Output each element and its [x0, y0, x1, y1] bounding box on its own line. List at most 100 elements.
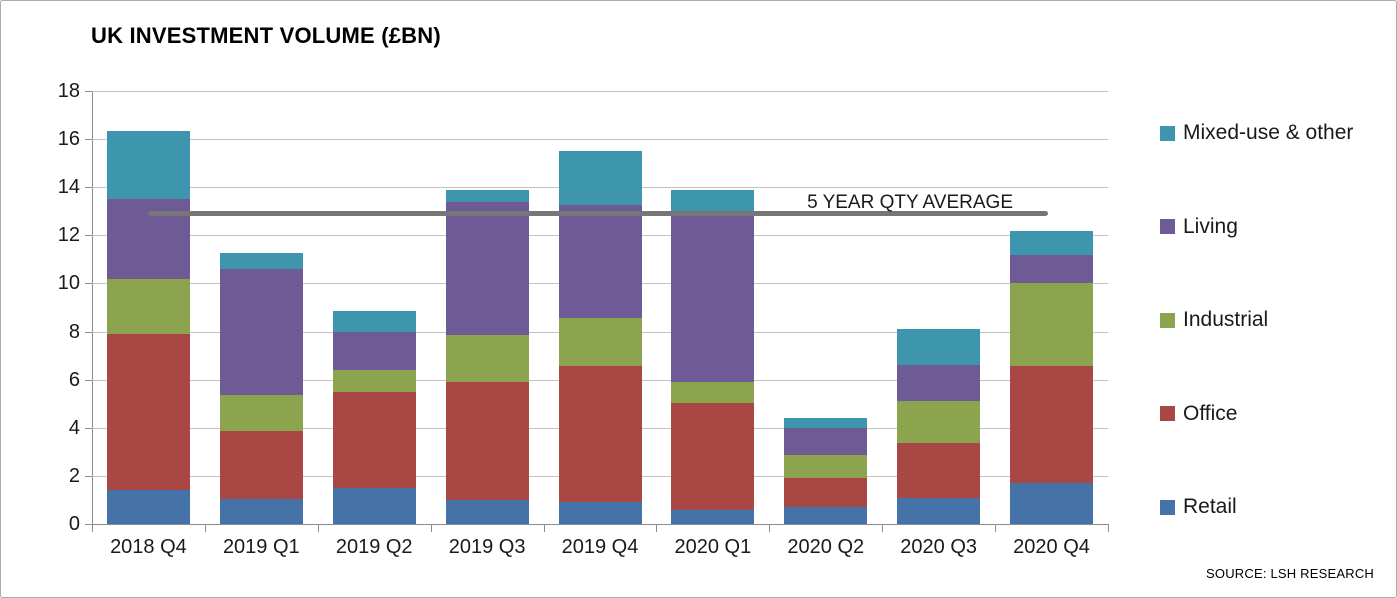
chart-title: UK INVESTMENT VOLUME (£BN)	[91, 23, 441, 48]
y-axis-label: 12	[57, 224, 80, 247]
y-axis-tick	[85, 331, 93, 333]
x-axis-label: 2020 Q2	[787, 536, 865, 558]
bar-segment	[219, 431, 303, 499]
x-axis-label: 2019 Q2	[335, 536, 413, 558]
bar-segment	[445, 499, 529, 524]
bar-segment	[671, 509, 755, 524]
bar-segment	[219, 269, 303, 396]
legend-swatch	[1160, 312, 1175, 328]
legend-swatch	[1160, 219, 1175, 234]
y-axis-label: 14	[57, 176, 80, 199]
bar-segment	[558, 151, 642, 206]
x-axis-label: 2019 Q4	[561, 536, 639, 558]
bar-segment	[558, 502, 642, 524]
y-axis-tick	[85, 139, 93, 141]
y-axis-label: 18	[57, 80, 80, 102]
legend-swatch	[1160, 499, 1175, 515]
x-axis-line	[85, 524, 1109, 525]
x-axis-label: 2020 Q4	[1013, 536, 1090, 558]
legend-label: Industrial	[1183, 308, 1269, 331]
legend-item: Industrial	[1160, 308, 1268, 332]
x-axis-tick	[543, 524, 545, 532]
x-axis-tick	[204, 524, 206, 532]
bar-segment	[1010, 230, 1094, 255]
bar-segment	[219, 395, 303, 432]
bar-segment	[897, 329, 981, 366]
bar-segment	[897, 365, 981, 402]
x-axis-tick	[317, 524, 319, 532]
bar-segment	[1010, 283, 1094, 367]
y-axis-tick	[85, 524, 93, 525]
y-axis-label: 16	[57, 128, 80, 151]
x-axis-tick	[995, 524, 997, 532]
x-axis-tick	[769, 524, 771, 532]
bar-segment	[671, 214, 755, 383]
bar-segment	[671, 189, 755, 215]
legend-item: Office	[1160, 402, 1237, 426]
y-axis-tick	[85, 187, 93, 189]
bar-segment	[445, 382, 529, 500]
bar-segment	[332, 487, 416, 524]
legend-label: Living	[1183, 214, 1238, 238]
bar-segment	[332, 311, 416, 332]
y-axis-tick	[85, 475, 93, 477]
source-note: SOURCE: LSH RESEARCH	[1206, 566, 1374, 581]
bar-segment	[897, 401, 981, 444]
x-axis-label: 2020 Q3	[900, 536, 978, 558]
legend-swatch	[1160, 406, 1175, 421]
x-axis-tick	[1108, 524, 1109, 532]
gridline	[92, 91, 1108, 92]
bar-segment	[558, 366, 642, 503]
legend-label: Office	[1183, 401, 1238, 425]
x-axis-label: 2018 Q4	[110, 536, 187, 558]
legend-item: Living	[1160, 215, 1238, 239]
x-axis-tick	[656, 524, 658, 532]
bar-segment	[784, 478, 868, 508]
bar-segment	[558, 318, 642, 367]
y-axis-label: 2	[68, 464, 80, 487]
bar-segment	[106, 278, 190, 334]
bar-segment	[784, 418, 868, 428]
y-axis-label: 0	[68, 513, 80, 535]
y-axis-line	[92, 91, 93, 532]
bar-segment	[784, 507, 868, 524]
average-line	[148, 211, 1048, 217]
y-axis-tick	[85, 427, 93, 429]
y-axis-label: 6	[68, 368, 80, 391]
bar-segment	[219, 498, 303, 524]
x-axis-label: 2020 Q1	[674, 536, 752, 558]
y-axis-tick	[85, 379, 93, 381]
bar-segment	[784, 455, 868, 479]
x-axis-tick	[882, 524, 884, 532]
bar-segment	[445, 189, 529, 202]
bar-segment	[671, 382, 755, 403]
average-line-label: 5 YEAR QTY AVERAGE	[807, 192, 1013, 213]
x-axis-label: 2019 Q3	[448, 536, 526, 558]
bar-segment	[1010, 254, 1094, 284]
y-axis-label: 4	[68, 416, 80, 439]
bar-segment	[897, 443, 981, 498]
bar-segment	[445, 201, 529, 336]
x-axis-label: 2019 Q1	[222, 536, 300, 558]
bar-segment	[897, 497, 981, 524]
bar-segment	[1010, 366, 1094, 484]
y-axis-tick	[85, 91, 93, 92]
bar-segment	[219, 253, 303, 270]
x-axis-tick	[430, 524, 432, 532]
bar-segment	[106, 490, 190, 524]
bar-segment	[332, 331, 416, 371]
y-axis-label: 10	[57, 272, 80, 295]
y-axis-label: 8	[68, 320, 80, 343]
bar-segment	[1010, 483, 1094, 524]
bar-segment	[445, 335, 529, 383]
y-axis-tick	[85, 283, 93, 285]
y-axis-tick	[85, 235, 93, 237]
bar-segment	[784, 427, 868, 456]
gridline	[92, 139, 1108, 141]
bar-segment	[558, 205, 642, 319]
x-axis-tick	[92, 524, 93, 532]
legend-item: Mixed-use & other	[1160, 121, 1353, 145]
legend-swatch	[1160, 125, 1175, 141]
bar-segment	[106, 333, 190, 491]
